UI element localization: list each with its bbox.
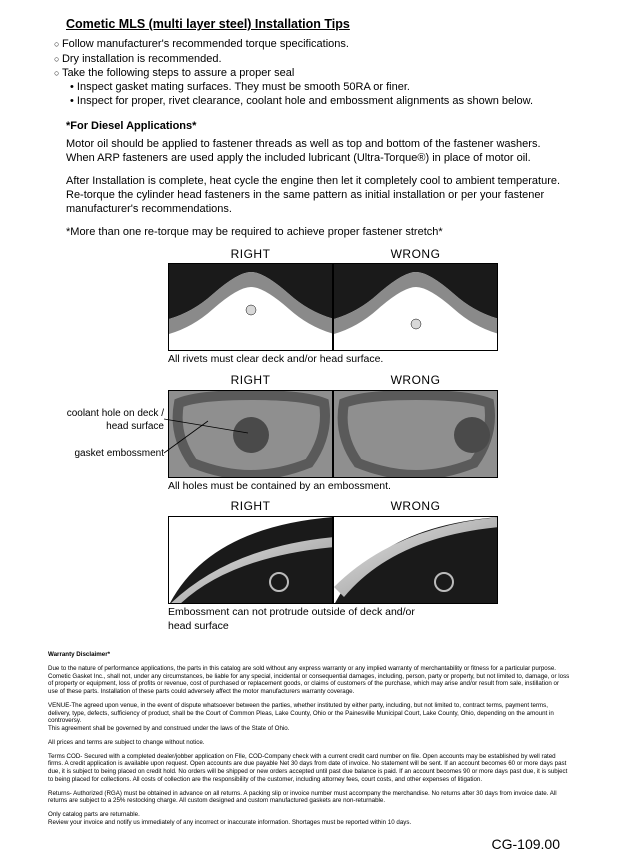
fine-para: VENUE-The agreed upon venue, in the even…	[48, 702, 570, 733]
fine-para: Due to the nature of performance applica…	[48, 665, 570, 696]
diagram-holes-wrong	[333, 390, 498, 478]
diagram-emboss-right	[168, 516, 333, 604]
diesel-header: *For Diesel Applications*	[66, 119, 570, 133]
diagram-holes-right	[168, 390, 333, 478]
diesel-para-2: After Installation is complete, heat cyc…	[66, 174, 570, 217]
caption-emboss: Embossment can not protrude outside of d…	[168, 606, 428, 633]
fine-para: Only catalog parts are returnable.Review…	[48, 811, 570, 827]
label-wrong: WRONG	[333, 373, 498, 389]
sub-bullet: Inspect gasket mating surfaces. They mus…	[70, 80, 570, 94]
diagram-emboss: RIGHT WRONG	[48, 499, 570, 633]
sub-bullets: Inspect gasket mating surfaces. They mus…	[48, 80, 570, 109]
diesel-para-1: Motor oil should be applied to fastener …	[66, 137, 570, 166]
label-right: RIGHT	[168, 247, 333, 263]
diagram-rivets-right	[168, 263, 333, 351]
diagram-rivets-wrong	[333, 263, 498, 351]
caption-rivets: All rivets must clear deck and/or head s…	[168, 353, 570, 367]
fine-para: All prices and terms are subject to chan…	[48, 739, 570, 747]
diesel-para-3: *More than one re-torque may be required…	[66, 225, 570, 239]
bullet: Dry installation is recommended.	[54, 52, 570, 66]
label-wrong: WRONG	[333, 247, 498, 263]
top-bullets: Follow manufacturer's recommended torque…	[48, 37, 570, 80]
fine-para: Returns- Authorized (RGA) must be obtain…	[48, 790, 570, 806]
caption-holes: All holes must be contained by an emboss…	[168, 480, 570, 494]
label-wrong: WRONG	[333, 499, 498, 515]
bullet: Follow manufacturer's recommended torque…	[54, 37, 570, 51]
fine-para: Terms COD- Secured with a completed deal…	[48, 753, 570, 784]
label-right: RIGHT	[168, 499, 333, 515]
warranty-header: Warranty Disclaimer*	[48, 651, 570, 659]
page-title: Cometic MLS (multi layer steel) Installa…	[66, 16, 570, 32]
callout-coolant: coolant hole on deck / head surface	[48, 407, 164, 433]
label-right: RIGHT	[168, 373, 333, 389]
callout-emboss: gasket embossment	[48, 447, 164, 460]
page-code: CG-109.00	[48, 835, 570, 853]
fine-print: Warranty Disclaimer* Due to the nature o…	[48, 651, 570, 827]
diagram-holes: coolant hole on deck / head surface gask…	[48, 373, 570, 493]
diagram-emboss-wrong	[333, 516, 498, 604]
diagram-rivets: RIGHT WRONG	[48, 247, 570, 367]
bullet: Take the following steps to assure a pro…	[54, 66, 570, 80]
sub-bullet: Inspect for proper, rivet clearance, coo…	[70, 94, 570, 108]
